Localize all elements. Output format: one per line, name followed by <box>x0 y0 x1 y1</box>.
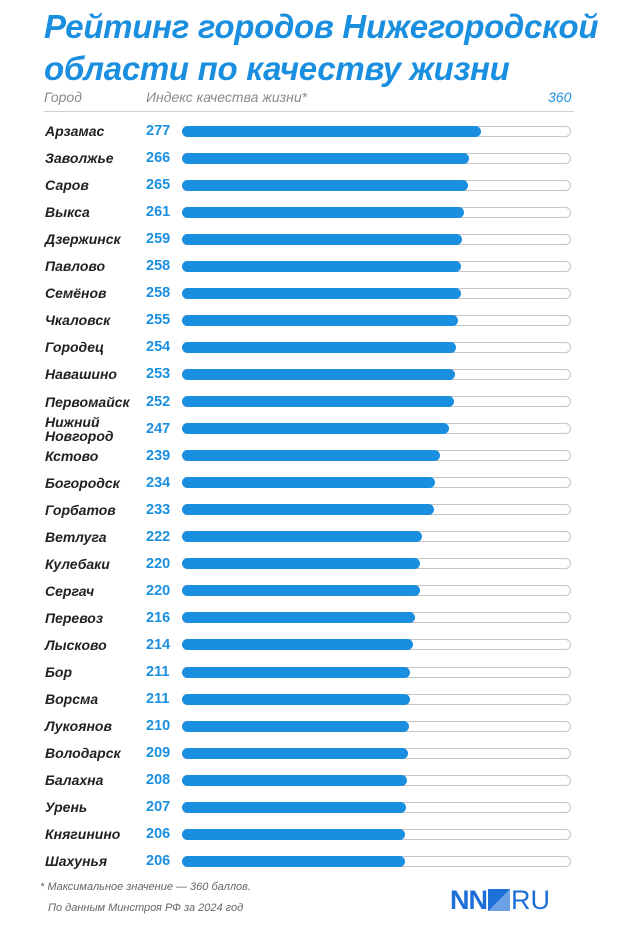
value-label: 207 <box>146 799 171 816</box>
value-label: 222 <box>146 528 171 545</box>
city-label: Ворсма <box>45 691 99 708</box>
logo-ru-text: RU <box>511 885 550 915</box>
value-label: 252 <box>146 393 171 410</box>
city-label: Городец <box>45 339 105 356</box>
bar <box>182 612 415 624</box>
city-label: Саров <box>45 177 89 194</box>
value-label: 247 <box>146 420 171 437</box>
bar <box>182 341 456 353</box>
city-label: Первомайск <box>45 393 130 410</box>
value-label: 210 <box>146 718 171 735</box>
value-label: 211 <box>146 664 170 680</box>
nn-ru-logo: NN RU <box>450 886 550 914</box>
value-label: 258 <box>146 285 171 302</box>
city-label: Бор <box>45 664 73 680</box>
value-label: 214 <box>146 636 171 653</box>
city-label: Нижний Новгород <box>45 413 114 444</box>
value-label: 254 <box>146 339 171 356</box>
city-label: Ветлуга <box>45 528 107 545</box>
bar <box>182 531 422 543</box>
city-label: Кстово <box>45 447 99 464</box>
city-label: Дзержинск <box>45 231 121 248</box>
city-label: Княгинино <box>45 826 121 843</box>
bar <box>182 639 413 651</box>
city-label: Сергач <box>45 582 95 599</box>
value-label: 265 <box>146 177 171 194</box>
bar <box>182 233 462 245</box>
value-label: 234 <box>146 474 171 491</box>
city-label: Володарск <box>45 745 121 762</box>
bar <box>182 152 469 164</box>
city-label: Чкаловск <box>45 312 111 329</box>
city-label: Горбатов <box>45 501 116 518</box>
bar <box>182 855 405 867</box>
value-label: 258 <box>146 258 171 275</box>
city-label: Лукоянов <box>45 718 112 735</box>
city-label: Перевоз <box>45 609 103 626</box>
max-value-label: 360 <box>548 89 572 105</box>
bar <box>182 504 434 516</box>
bar <box>182 179 468 191</box>
city-column-header: Город <box>44 89 82 105</box>
bar <box>182 747 408 759</box>
source-note: По данным Минстроя РФ за 2024 год <box>48 902 244 914</box>
bar-chart: Арзамас 277 Заволжье 266 Саров 265 Выкса 261 Дзе… <box>45 123 571 870</box>
value-label: 209 <box>146 745 171 762</box>
value-label: 206 <box>146 826 171 843</box>
city-label: Выкса <box>45 204 90 221</box>
bar <box>182 720 409 732</box>
logo-square-icon <box>488 889 510 911</box>
bar <box>182 801 406 813</box>
city-label: Семёнов <box>45 285 107 302</box>
bar <box>182 693 410 705</box>
value-label: 266 <box>146 150 171 167</box>
index-column-header: Индекс качества жизни* <box>146 89 308 105</box>
value-label: 239 <box>146 447 171 464</box>
bar <box>182 558 420 570</box>
city-label: Навашино <box>45 366 117 383</box>
bar <box>182 314 458 326</box>
city-label: Кулебаки <box>45 555 110 572</box>
value-label: 233 <box>146 501 171 518</box>
bar <box>182 477 435 489</box>
value-label: 220 <box>146 582 171 599</box>
value-label: 208 <box>146 772 171 789</box>
city-label: Арзамас <box>45 123 105 139</box>
bar <box>182 585 420 597</box>
bar <box>182 368 455 380</box>
value-label: 255 <box>146 312 171 329</box>
value-label: 261 <box>146 204 171 221</box>
city-label: Заволжье <box>45 150 114 167</box>
bar <box>182 287 461 299</box>
city-label: Урень <box>45 799 88 816</box>
footnote: * Максимальное значение — 360 баллов. <box>40 881 251 893</box>
value-label: 211 <box>146 691 170 708</box>
bar <box>182 423 449 435</box>
bar <box>182 206 464 218</box>
bar <box>182 450 440 462</box>
chart-title: Рейтинг городов Нижегородской области по… <box>44 8 599 87</box>
value-label: 277 <box>146 123 171 139</box>
value-label: 206 <box>146 853 171 870</box>
value-label: 259 <box>146 231 171 248</box>
logo-nn-text: NN <box>450 885 488 915</box>
bar <box>182 666 410 678</box>
bar <box>182 828 405 840</box>
bar <box>182 125 481 137</box>
value-label: 253 <box>146 366 171 383</box>
city-label: Балахна <box>45 772 104 789</box>
value-label: 220 <box>146 555 171 572</box>
city-label: Богородск <box>45 474 120 491</box>
city-label: Лысково <box>45 636 107 653</box>
bar <box>182 774 407 786</box>
city-label: Шахунья <box>45 853 108 870</box>
bar <box>182 396 454 407</box>
value-label: 216 <box>146 609 171 626</box>
city-label: Павлово <box>45 258 106 275</box>
bar <box>182 260 461 272</box>
header-divider <box>44 111 574 112</box>
